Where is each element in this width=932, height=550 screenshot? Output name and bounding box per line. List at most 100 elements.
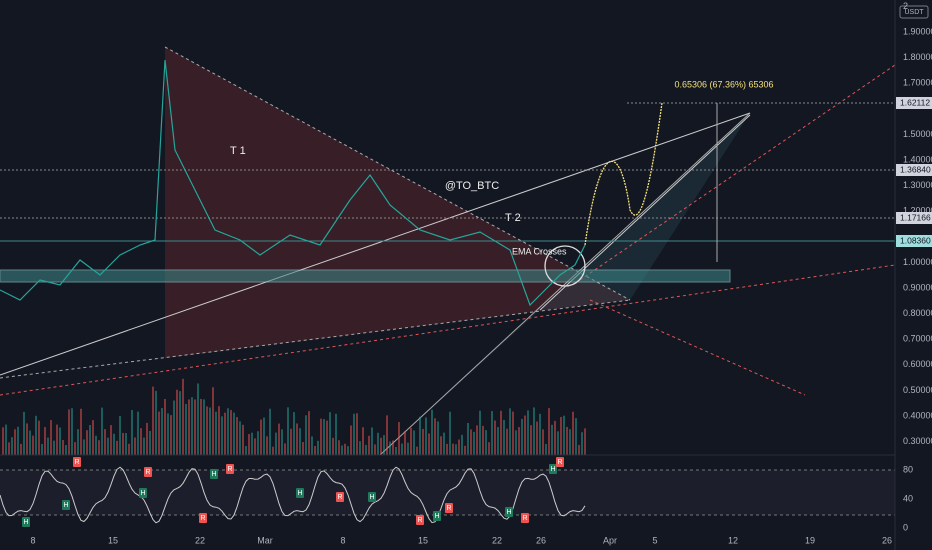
- volume-bar: [335, 413, 337, 455]
- volume-bar: [134, 437, 136, 455]
- volume-bar: [200, 398, 202, 455]
- volume-bar: [311, 436, 313, 455]
- osc-marker-label: R: [200, 515, 205, 522]
- volume-bar: [284, 443, 286, 455]
- volume-bar: [488, 442, 490, 455]
- date-tick-label: 19: [805, 535, 815, 545]
- volume-bar: [536, 421, 538, 455]
- volume-bar: [578, 444, 580, 455]
- volume-bar: [89, 424, 91, 455]
- volume-bar: [317, 440, 319, 455]
- volume-bar: [392, 440, 394, 455]
- price-tick-label: 2: [903, 1, 908, 11]
- date-tick-label: 22: [195, 535, 205, 545]
- volume-bar: [128, 443, 130, 455]
- volume-bar: [356, 413, 358, 455]
- volume-bar: [8, 442, 10, 455]
- volume-bar: [449, 411, 451, 455]
- volume: [2, 378, 586, 455]
- volume-bar: [482, 425, 484, 455]
- volume-bar: [221, 416, 223, 455]
- osc-marker-label: R: [417, 517, 422, 524]
- volume-bar: [257, 431, 259, 455]
- date-tick-label: 26: [882, 535, 892, 545]
- volume-bar: [359, 441, 361, 455]
- volume-bar: [131, 409, 133, 455]
- volume-bar: [542, 429, 544, 455]
- osc-marker-label: R: [74, 459, 79, 466]
- volume-bar: [455, 444, 457, 455]
- volume-bar: [35, 415, 37, 455]
- volume-bar: [431, 409, 433, 455]
- volume-bar: [194, 399, 196, 455]
- osc-marker: [144, 467, 152, 477]
- volume-bar: [164, 398, 166, 455]
- osc-marker: [336, 492, 344, 502]
- price-badge: [896, 235, 932, 247]
- price-badge: [896, 164, 932, 176]
- volume-bar: [563, 415, 565, 455]
- volume-bar: [506, 428, 508, 455]
- volume-bar: [155, 390, 157, 455]
- volume-bar: [515, 430, 517, 455]
- volume-bar: [374, 444, 376, 455]
- volume-bar: [233, 412, 235, 455]
- volume-bar: [269, 408, 271, 455]
- volume-bar: [566, 426, 568, 455]
- volume-bar: [101, 407, 103, 455]
- date-tick-label: 5: [652, 535, 657, 545]
- volume-bar: [461, 434, 463, 455]
- volume-bar: [500, 410, 502, 455]
- osc-marker-label: H: [297, 490, 302, 497]
- volume-bar: [509, 408, 511, 455]
- volume-bar: [419, 416, 421, 455]
- volume-bar: [182, 378, 184, 455]
- projection-path: [584, 102, 663, 246]
- volume-bar: [110, 425, 112, 455]
- volume-bar: [494, 420, 496, 455]
- price-badge-label: 1.17166: [900, 212, 931, 222]
- volume-bar: [446, 443, 448, 455]
- dashed-red-line: [0, 264, 896, 396]
- author: @TO_BTC: [445, 180, 499, 192]
- volume-bar: [440, 436, 442, 455]
- volume-bar: [320, 418, 322, 455]
- osc-marker-label: H: [211, 471, 216, 478]
- volume-bar: [140, 428, 142, 455]
- volume-bar: [305, 415, 307, 455]
- volume-bar: [554, 420, 556, 455]
- volume-bar: [413, 430, 415, 455]
- volume-bar: [26, 423, 28, 455]
- t2: T 2: [505, 212, 521, 224]
- volume-bar: [179, 391, 181, 455]
- osc-marker: [549, 464, 557, 474]
- volume-bar: [209, 407, 211, 455]
- volume-bar: [380, 437, 382, 455]
- osc-marker: [296, 488, 304, 498]
- volume-bar: [185, 404, 187, 455]
- date-tick-label: 22: [492, 535, 502, 545]
- volume-bar: [62, 439, 64, 455]
- volume-bar: [362, 427, 364, 455]
- volume-bar: [227, 408, 229, 455]
- volume-bar: [152, 386, 154, 455]
- osc-marker: [416, 515, 424, 525]
- volume-bar: [434, 418, 436, 455]
- date-tick-label: Apr: [603, 535, 617, 545]
- osc-marker-label: H: [434, 513, 439, 520]
- price-badge-label: 1.62112: [900, 97, 930, 107]
- volume-bar: [20, 443, 22, 455]
- osc-marker-label: R: [145, 469, 150, 476]
- volume-bar: [5, 424, 7, 455]
- volume-bar: [314, 446, 316, 455]
- volume-bar: [74, 442, 76, 455]
- volume-bar: [530, 425, 532, 455]
- osc-marker: [521, 513, 529, 523]
- volume-bar: [476, 425, 478, 455]
- volume-bar: [125, 432, 127, 455]
